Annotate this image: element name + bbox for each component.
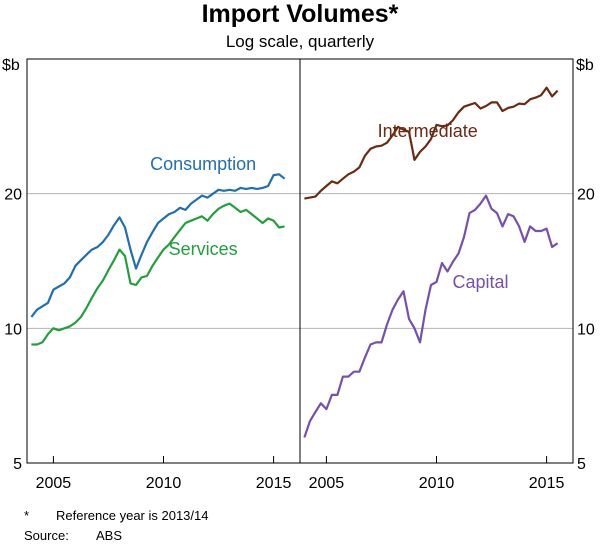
footnote-marker: * [24, 508, 30, 523]
right-axis-unit: $b [576, 57, 594, 74]
right-x-tick-2015: 2015 [529, 475, 565, 492]
label-layer: 5 5 10 10 20 20 2005 2010 2015 Consumption Service… [4, 121, 595, 492]
left-x-tick-2015: 2015 [256, 475, 292, 492]
consumption-line [30, 173, 286, 318]
left-y-tick-5: 5 [13, 456, 22, 473]
consumption-series-label: Consumption [150, 154, 256, 174]
right-y-tick-5: 5 [577, 456, 586, 473]
capital-line [303, 194, 559, 438]
chart-subtitle: Log scale, quarterly [225, 32, 375, 51]
source-note: Source: ABS [24, 528, 122, 544]
left-y-tick-10: 10 [4, 321, 22, 338]
frame-layer [26, 58, 574, 464]
left-x-tick-2010: 2010 [146, 475, 182, 492]
intermediate-line [304, 86, 559, 200]
capital-series-label: Capital [453, 272, 509, 292]
footnote: * Reference year is 2013/14 [24, 508, 208, 524]
services-series-label: Services [169, 239, 238, 259]
right-x-tick-2010: 2010 [419, 475, 455, 492]
right-x-tick-2005: 2005 [309, 475, 345, 492]
source-label: Source: [24, 528, 69, 543]
left-axis-unit: $b [2, 57, 20, 74]
services-line [31, 202, 285, 346]
source-value: ABS [96, 528, 123, 543]
chart-title: Import Volumes* [201, 0, 399, 28]
right-y-tick-10: 10 [577, 321, 595, 338]
footnote-text: Reference year is 2013/14 [56, 508, 209, 523]
intermediate-series-label: Intermediate [378, 121, 478, 141]
left-y-tick-20: 20 [4, 187, 22, 204]
left-x-tick-2005: 2005 [36, 475, 72, 492]
series-layer [30, 86, 559, 438]
right-y-tick-20: 20 [577, 187, 595, 204]
